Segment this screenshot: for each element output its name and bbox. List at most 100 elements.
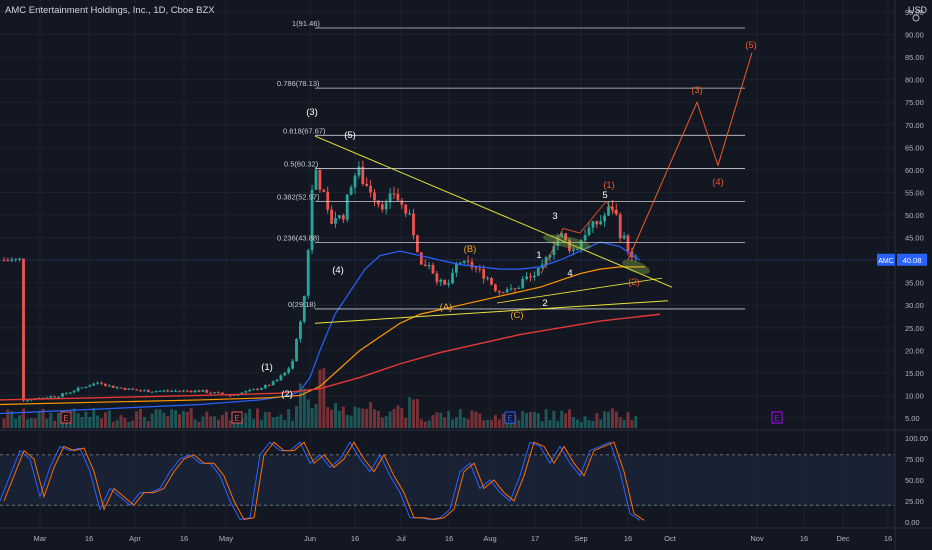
volume-bar [139, 408, 142, 428]
volume-bar [236, 421, 240, 428]
earnings-marker[interactable]: E [771, 411, 783, 424]
volume-bar [185, 411, 189, 428]
candle-body [611, 206, 614, 210]
wave-labels: (1)(2)(3)(4)(5)(A)(B)(C)12345(1)(2)(3)(4… [261, 40, 757, 400]
candle-body [248, 389, 252, 392]
volume-bar [22, 408, 25, 428]
price-axis-label: 70.00 [905, 121, 924, 130]
oscillator-axis-label: 0.00 [905, 518, 920, 527]
time-axis-label: 16 [180, 534, 188, 543]
earnings-marker[interactable]: E [60, 411, 72, 424]
fib-level-label: 0.786(78.13) [277, 79, 320, 88]
volume-bar [174, 410, 178, 428]
candle-body [345, 194, 349, 220]
wave-label: (3) [306, 107, 318, 118]
volume-bar [2, 418, 6, 428]
volume-bar [610, 408, 614, 428]
candle-body [26, 400, 29, 402]
volume-bar [228, 420, 232, 428]
price-axis-label: 55.00 [905, 188, 924, 197]
candle-body [521, 279, 525, 288]
price-axis-label: 10.00 [905, 391, 924, 400]
volume-bar [107, 410, 111, 428]
volume-bar [341, 406, 345, 428]
volume-bar [591, 421, 595, 428]
oscillator-axis-label: 25.00 [905, 497, 924, 506]
time-axis-label: 16 [624, 534, 632, 543]
candle-body [287, 368, 291, 373]
candle-body [193, 390, 197, 393]
volume-bar [259, 419, 263, 428]
volume-bar [544, 409, 548, 428]
wave-label: 5 [602, 190, 607, 201]
candle-body [435, 273, 439, 282]
candle-body [451, 272, 454, 284]
candle-body [49, 396, 53, 398]
volume-bar [298, 383, 302, 428]
candle-body [509, 288, 513, 290]
candle-body [150, 391, 154, 393]
volume-bar [529, 411, 532, 428]
candle-body [115, 387, 119, 389]
gear-icon[interactable] [912, 14, 920, 22]
volume-bar [322, 368, 326, 428]
candle-body [174, 390, 177, 392]
candle-body [373, 192, 376, 201]
candle-body [388, 193, 392, 203]
volume-bar [486, 419, 490, 428]
wave-label: (4) [332, 265, 344, 276]
wave-label: (3) [691, 85, 703, 96]
candle-body [154, 391, 158, 393]
volume-bar [493, 415, 497, 428]
volume-bar [14, 418, 18, 428]
candle-body [189, 390, 193, 393]
volume-bar [517, 420, 521, 428]
volume-bar [556, 420, 560, 428]
fib-level-label: 1(91.46) [292, 19, 320, 28]
volume-bar [170, 409, 174, 428]
candle-body [474, 267, 478, 269]
candle-body [431, 265, 435, 274]
volume-bar [626, 412, 630, 428]
earnings-marker[interactable]: E [231, 411, 243, 424]
candle-body [470, 261, 474, 268]
candle-body [260, 388, 263, 390]
volume-bar [540, 421, 544, 428]
volume-bar [248, 408, 252, 428]
candle-body [96, 382, 99, 384]
price-axis-label: 90.00 [905, 31, 924, 40]
candle-body [306, 250, 310, 296]
price-axis-label: 85.00 [905, 53, 924, 62]
volume-bar [396, 405, 400, 428]
volume-bar [622, 419, 626, 428]
candle-body [579, 240, 583, 250]
volume-bar [552, 410, 556, 428]
wave-label: 4 [567, 268, 572, 279]
candle-body [455, 263, 458, 273]
candle-body [291, 361, 294, 369]
volume-bar [80, 416, 84, 428]
candle-body [423, 264, 427, 267]
candle-body [490, 278, 493, 285]
volume-bar [6, 409, 10, 428]
candle-body [365, 183, 369, 186]
volume-bar [443, 417, 447, 428]
fib-level-label: 0.382(52.97) [277, 193, 320, 202]
price-axis-label: 60.00 [905, 166, 924, 175]
oscillator-axis-label: 100.00 [905, 434, 928, 443]
candle-body [330, 209, 333, 224]
volume-bar [599, 419, 603, 428]
candle-body [447, 283, 450, 285]
candle-body [88, 385, 92, 387]
volume-bar [283, 420, 287, 428]
earnings-marker-label: E [774, 414, 779, 423]
earnings-marker[interactable]: E [504, 411, 516, 424]
volume-bar [310, 407, 314, 428]
volume-bar [427, 420, 431, 428]
wave-label: (4) [712, 177, 724, 188]
volume-bar [575, 419, 579, 428]
volume-bar [37, 411, 41, 428]
oscillator-band [0, 455, 895, 506]
candle-body [107, 385, 111, 387]
